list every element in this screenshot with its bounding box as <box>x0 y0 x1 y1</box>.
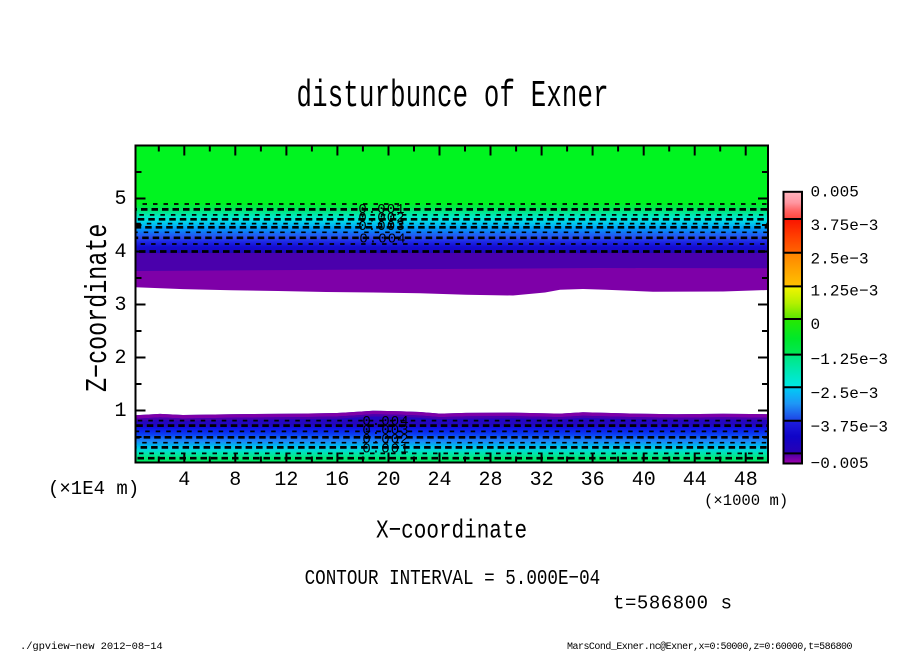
svg-text:16: 16 <box>325 469 349 492</box>
svg-text:0.001: 0.001 <box>362 442 409 458</box>
svg-text:MarsCond_Exner.nc@Exner,x=0:50: MarsCond_Exner.nc@Exner,x=0:50000,z=0:60… <box>567 641 853 653</box>
svg-text:0.005: 0.005 <box>811 183 860 201</box>
svg-text:3: 3 <box>114 294 126 317</box>
svg-text:Z−coordinate: Z−coordinate <box>81 224 116 392</box>
svg-text:40: 40 <box>632 469 656 492</box>
svg-text:32: 32 <box>530 469 554 492</box>
svg-text:8: 8 <box>229 469 241 492</box>
svg-text:4: 4 <box>178 469 190 492</box>
svg-text:2: 2 <box>114 347 126 370</box>
svg-text:1.25e−3: 1.25e−3 <box>811 282 879 300</box>
svg-text:44: 44 <box>683 469 707 492</box>
svg-text:36: 36 <box>581 469 605 492</box>
svg-text:1: 1 <box>114 400 126 423</box>
svg-text:2.5e−3: 2.5e−3 <box>811 250 869 268</box>
svg-text:−1.25e−3: −1.25e−3 <box>811 351 889 369</box>
svg-text:0.004: 0.004 <box>359 232 406 248</box>
svg-text:28: 28 <box>478 469 502 492</box>
svg-text:48: 48 <box>734 469 758 492</box>
svg-text:X−coordinate: X−coordinate <box>376 517 527 547</box>
svg-text:−2.5e−3: −2.5e−3 <box>811 385 879 403</box>
svg-text:0.001: 0.001 <box>358 202 405 218</box>
svg-text:0.002: 0.002 <box>358 211 405 227</box>
svg-text:(×1E4 m): (×1E4 m) <box>48 478 139 500</box>
svg-text:−0.005: −0.005 <box>811 455 869 473</box>
svg-text:./gpview−new 2012−08−14: ./gpview−new 2012−08−14 <box>20 641 163 653</box>
svg-text:disturbunce of Exner: disturbunce of Exner <box>297 74 609 117</box>
svg-text:12: 12 <box>274 469 298 492</box>
svg-text:20: 20 <box>376 469 400 492</box>
svg-text:CONTOUR INTERVAL = 5.000E−04: CONTOUR INTERVAL = 5.000E−04 <box>305 567 601 591</box>
svg-text:4: 4 <box>114 241 126 264</box>
svg-text:3.75e−3: 3.75e−3 <box>811 217 879 235</box>
svg-text:t=586800 s: t=586800 s <box>613 593 733 615</box>
svg-text:(×1000 m): (×1000 m) <box>704 492 788 510</box>
svg-text:0: 0 <box>811 316 821 334</box>
svg-text:5: 5 <box>114 188 126 211</box>
svg-text:0.004: 0.004 <box>362 414 409 430</box>
svg-text:24: 24 <box>427 469 451 492</box>
svg-text:0.003: 0.003 <box>362 423 409 439</box>
svg-text:0.002: 0.002 <box>362 432 409 448</box>
svg-text:0.003: 0.003 <box>358 219 405 235</box>
svg-text:−3.75e−3: −3.75e−3 <box>811 419 889 437</box>
